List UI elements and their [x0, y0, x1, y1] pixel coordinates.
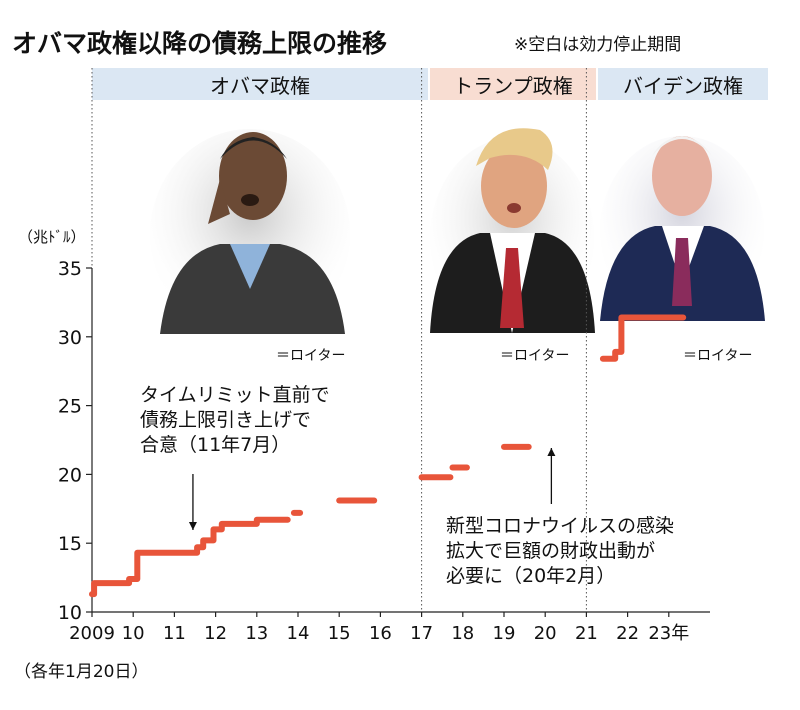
- x-tick-label: 23年: [648, 623, 689, 644]
- x-tick-label: 11: [163, 623, 186, 644]
- x-tick-label: 18: [451, 623, 474, 644]
- annotation-line: タイムリミット直前で: [140, 384, 330, 406]
- era-label-trump: トランプ政権: [453, 74, 573, 98]
- era-band-trump: [430, 68, 596, 100]
- annotation-line: 新型コロナウイルスの感染: [446, 515, 675, 537]
- x-tick-label: 14: [287, 623, 310, 644]
- portrait-biden: [600, 136, 765, 321]
- y-tick-label: 30: [58, 327, 82, 349]
- photo-credit-obama: ＝ロイター: [276, 348, 346, 364]
- photo-credit-trump: ＝ロイター: [500, 348, 570, 364]
- era-band-obama: [92, 68, 428, 100]
- era-label-biden: バイデン政権: [623, 74, 743, 98]
- x-tick-label: 20: [534, 623, 557, 644]
- y-tick-label: 25: [58, 396, 82, 418]
- x-tick-label: 19: [493, 623, 516, 644]
- portrait-obama: [150, 129, 350, 334]
- era-band-biden: [598, 68, 768, 100]
- page-title: オバマ政権以降の債務上限の推移: [12, 29, 388, 58]
- x-axis-date-note: （各年1月20日）: [14, 662, 149, 682]
- y-tick-label: 15: [58, 533, 82, 555]
- annotation-line: 必要に（20年2月）: [446, 565, 616, 587]
- annotation-arrow-2020-head: [547, 448, 556, 456]
- x-tick-label: 17: [410, 623, 433, 644]
- y-tick-label: 10: [58, 602, 82, 624]
- x-tick-label: 21: [575, 623, 598, 644]
- x-tick-label: 22: [616, 623, 639, 644]
- annotation-line: 合意（11年7月）: [140, 434, 291, 456]
- y-tick-label: 20: [58, 464, 82, 486]
- x-tick-label: 2009: [69, 623, 115, 644]
- x-tick-label: 13: [245, 623, 268, 644]
- x-tick-label: 16: [369, 623, 392, 644]
- header-note: ※空白は効力停止期間: [514, 35, 682, 55]
- x-tick-label: 12: [204, 623, 227, 644]
- debt-ceiling-segment-7: [599, 314, 687, 362]
- annotation-arrow-2011-head: [188, 522, 197, 530]
- annotation-line: 債務上限引き上げで: [140, 409, 312, 431]
- portrait-trump: [430, 128, 595, 333]
- y-tick-label: 35: [58, 258, 82, 280]
- photo-credit-biden: ＝ロイター: [683, 348, 753, 364]
- x-tick-label: 15: [328, 623, 351, 644]
- debt-ceiling-segment-1: [89, 516, 291, 598]
- x-tick-label: 10: [122, 623, 145, 644]
- annotation-line: 拡大で巨額の財政出動が: [446, 540, 656, 562]
- y-axis-unit: （兆ﾄﾞﾙ）: [18, 228, 86, 246]
- annotation-2011-agreement: タイムリミット直前で 債務上限引き上げで 合意（11年7月）: [140, 383, 330, 458]
- annotation-covid-spending: 新型コロナウイルスの感染 拡大で巨額の財政出動が 必要に（20年2月）: [446, 514, 674, 589]
- era-label-obama: オバマ政権: [210, 74, 310, 98]
